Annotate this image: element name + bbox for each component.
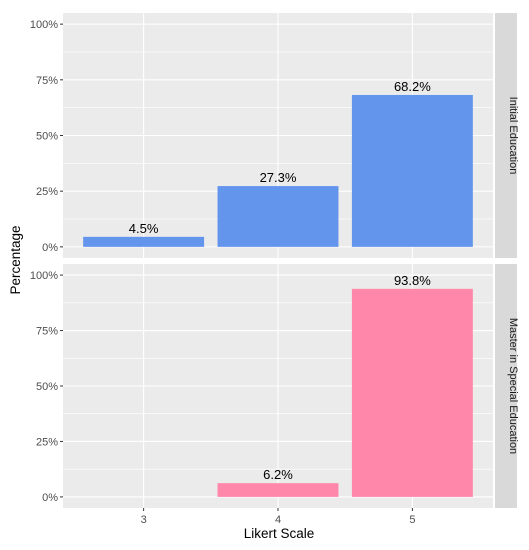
y-tick-label: 0% bbox=[42, 492, 58, 504]
facet-panels: 0%25%50%75%100%4.5%27.3%68.2%Initial Edu… bbox=[30, 13, 519, 526]
bar-value-label: 93.8% bbox=[394, 273, 431, 288]
bar-value-label: 68.2% bbox=[394, 79, 431, 94]
y-tick-label: 0% bbox=[42, 242, 58, 254]
y-tick-label: 75% bbox=[36, 75, 58, 87]
bar bbox=[351, 288, 473, 497]
x-axis-title: Likert Scale bbox=[244, 526, 315, 541]
facet-strip bbox=[495, 13, 517, 258]
bar-value-label: 4.5% bbox=[129, 221, 159, 236]
y-tick-label: 25% bbox=[36, 186, 58, 198]
y-tick-label: 25% bbox=[36, 436, 58, 448]
facet-strip-label: Master in Special Education bbox=[507, 318, 519, 454]
y-tick-label: 50% bbox=[36, 131, 58, 143]
facet-strip bbox=[495, 264, 517, 508]
facet-panel: 0% 25% 50% 75% 100% 6.2% 93.8% Master in Specia… bbox=[30, 264, 519, 508]
y-tick-label: 50% bbox=[36, 381, 58, 393]
y-tick-label: 100% bbox=[30, 19, 58, 31]
bar bbox=[351, 94, 473, 247]
bar bbox=[217, 186, 339, 247]
bar-value-label: 6.2% bbox=[263, 467, 293, 482]
bar bbox=[217, 483, 339, 497]
y-tick-label: 75% bbox=[36, 326, 58, 338]
facet-panel: 0% 25% 50% 75% 100% 4.5% 27.3% 68.2% Initial Edu… bbox=[30, 13, 519, 258]
x-tick-label: 3 bbox=[141, 514, 147, 526]
x-tick-label: 5 bbox=[409, 514, 415, 526]
y-tick-label: 100% bbox=[30, 270, 58, 282]
bar-value-label: 27.3% bbox=[260, 170, 297, 185]
facet-strip-label: Initial Education bbox=[507, 97, 519, 175]
y-axis-title: Percentage bbox=[8, 225, 23, 294]
bar bbox=[83, 236, 205, 247]
x-tick-label: 4 bbox=[275, 514, 281, 526]
